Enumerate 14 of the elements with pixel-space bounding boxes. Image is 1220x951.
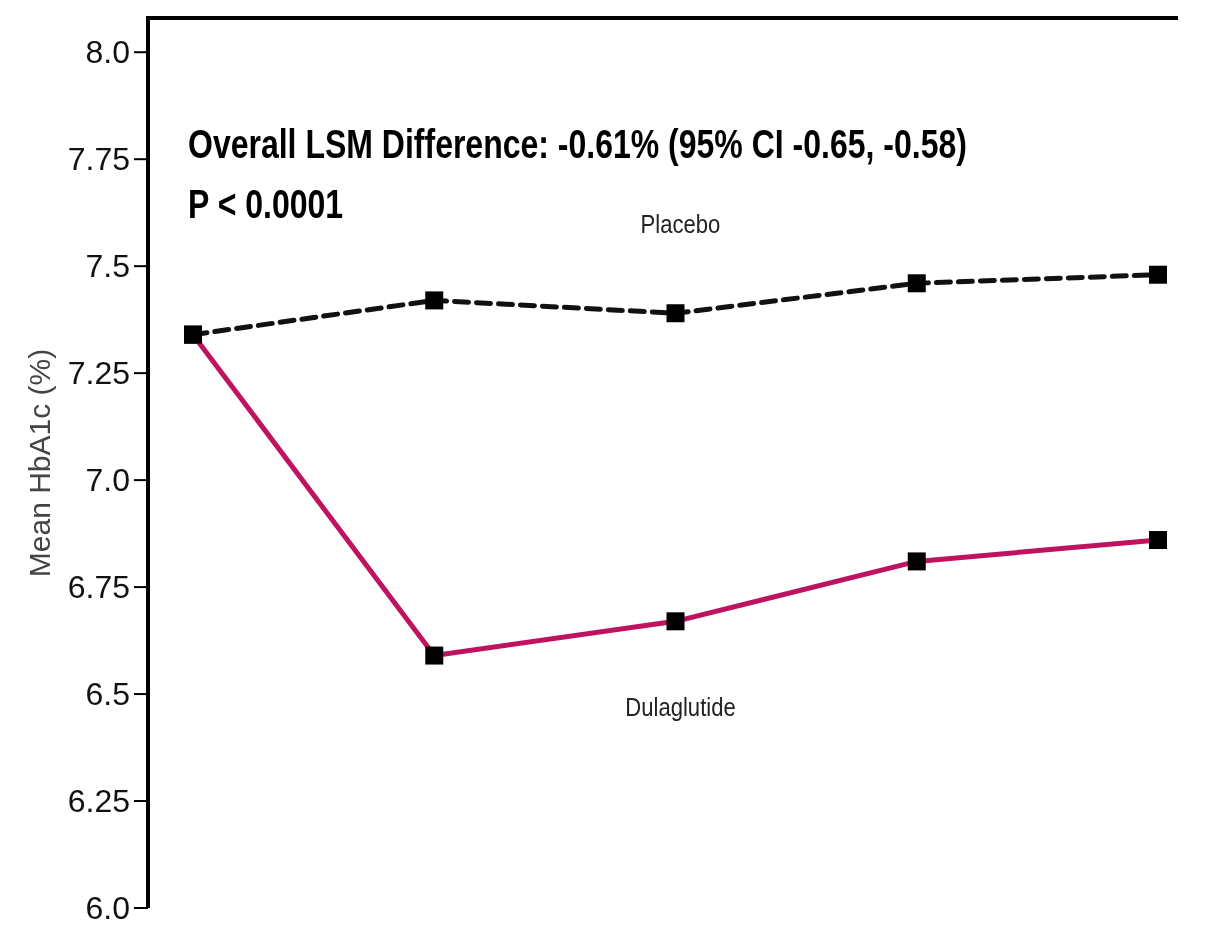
y-axis-title: Mean HbA1c (%) [23,348,56,578]
y-tick-label: 6.5 [85,676,130,713]
y-tick-label: 7.75 [67,141,130,178]
y-tick-label: 6.0 [85,890,130,927]
y-tick-label: 8.0 [85,34,130,71]
y-tick-label: 6.75 [67,569,130,606]
y-tick-label: 7.25 [67,355,130,392]
y-tick-label: 7.0 [85,462,130,499]
text: Dulaglutide [625,692,736,722]
y-tick-label: 7.5 [85,248,130,285]
text: Placebo [640,209,721,239]
annotation: P < 0.0001 [188,181,344,227]
annotation: Overall LSM Difference: -0.61% (95% CI -0.65, -0.58) [188,121,967,167]
y-tick-label: 6.25 [67,783,130,820]
